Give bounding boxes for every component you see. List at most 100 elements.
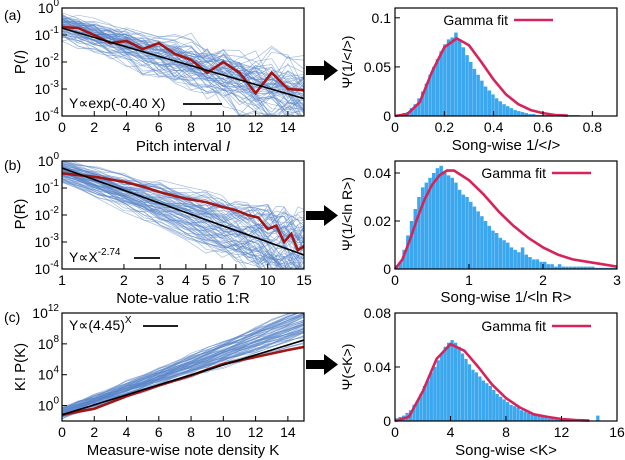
histogram-bar bbox=[440, 353, 444, 421]
histogram-bar bbox=[432, 173, 436, 269]
x-tick-label: 3 bbox=[156, 272, 164, 288]
x-tick-label: 12 bbox=[248, 119, 264, 135]
y-tick-label: 0 bbox=[383, 108, 391, 124]
bundle-line bbox=[62, 171, 304, 236]
axes-frame-ra bbox=[394, 7, 618, 117]
histogram-bar bbox=[474, 372, 479, 421]
x-axis-label-c: Measure-wise note density K bbox=[87, 442, 280, 459]
histogram-c bbox=[394, 340, 600, 423]
bundle-line bbox=[62, 21, 297, 116]
x-ticks-ra: 0 0.2 0.4 0.6 0.8 bbox=[391, 111, 602, 135]
histogram-bar bbox=[576, 266, 580, 269]
y-ticks-rb: 0 0.02 0.04 bbox=[364, 165, 400, 277]
histogram-bar bbox=[547, 418, 551, 421]
x-axis-label-b: Note-value ratio 1:R bbox=[116, 290, 250, 307]
bundle-line bbox=[62, 36, 272, 116]
histogram-bar bbox=[516, 407, 520, 421]
y-tick-label: 10-2 bbox=[35, 205, 60, 223]
x-tick-label: 0 bbox=[391, 272, 399, 288]
x-tick-label: 4 bbox=[182, 272, 190, 288]
y-tick-label: 100 bbox=[38, 396, 60, 414]
histogram-bar bbox=[429, 372, 433, 421]
panel-b-right: 0 1 2 3 0 0.02 0.04 Song-wise 1/<ln R> Ψ(1/<l… bbox=[339, 160, 621, 306]
histogram-b bbox=[393, 165, 618, 270]
histogram-bar bbox=[461, 194, 466, 269]
bundle-line bbox=[62, 22, 304, 81]
histogram-bar bbox=[476, 211, 480, 269]
panel-label-a: (a) bbox=[4, 7, 21, 23]
histogram-bar bbox=[487, 90, 491, 116]
bundle-line bbox=[62, 175, 287, 269]
bundle-line bbox=[62, 180, 304, 269]
histogram-bar bbox=[413, 104, 417, 116]
histogram-bar bbox=[481, 380, 485, 421]
histogram-bar bbox=[483, 86, 488, 116]
bundle-line bbox=[62, 167, 304, 224]
x-tick-label: 14 bbox=[280, 424, 296, 440]
histogram-bar bbox=[465, 197, 469, 269]
axes-frame-rb bbox=[394, 160, 618, 270]
bundle-line bbox=[62, 165, 284, 269]
bundle-line bbox=[62, 20, 304, 105]
bundle-line bbox=[62, 17, 304, 83]
y-ticks-rc: 0 0.04 0.08 bbox=[364, 305, 400, 429]
y-axis-label-c: K! P(K) bbox=[12, 343, 29, 391]
histogram-bar bbox=[426, 380, 430, 421]
histogram-bar bbox=[528, 257, 532, 269]
x-tick-label: 12 bbox=[554, 424, 570, 440]
fit-annotation-c: Y∝(4.45)X bbox=[69, 315, 132, 333]
histogram-bar bbox=[415, 400, 420, 421]
histogram-bar bbox=[540, 416, 544, 421]
histogram-bar bbox=[435, 168, 440, 269]
histogram-bar bbox=[502, 240, 506, 269]
histogram-bar bbox=[460, 353, 465, 421]
x-tick-label: 2 bbox=[90, 424, 98, 440]
histogram-bar bbox=[485, 383, 489, 421]
bundle-line bbox=[62, 313, 291, 409]
y-tick-label: 0.04 bbox=[364, 165, 391, 181]
panel-b-left: (b) 1 2 3 4 5 6 7 10 15 10-4 10-3 10-2 10-1 100 Note… bbox=[4, 151, 312, 307]
x-tick-label: 15 bbox=[296, 272, 312, 288]
x-tick-label: 6 bbox=[155, 424, 163, 440]
panel-label-c: (c) bbox=[4, 309, 20, 325]
x-tick-label: 0 bbox=[58, 119, 66, 135]
histogram-bar bbox=[409, 221, 414, 269]
histogram-bar bbox=[498, 237, 503, 269]
x-tick-label: 0 bbox=[391, 424, 399, 440]
x-tick-label: 16 bbox=[609, 424, 625, 440]
axes-frame-c bbox=[61, 312, 305, 422]
x-tick-label: 14 bbox=[280, 119, 296, 135]
histogram-bar bbox=[422, 385, 427, 421]
histogram-bar bbox=[469, 201, 473, 269]
y-tick-label: 0 bbox=[383, 261, 391, 277]
histogram-bar bbox=[478, 376, 482, 421]
x-tick-label: 8 bbox=[187, 424, 195, 440]
bundle-line bbox=[62, 313, 304, 417]
x-ticks-c: 0 2 4 6 8 10 12 14 bbox=[58, 416, 296, 440]
histogram-bar bbox=[543, 261, 547, 269]
y-axis-label-b: P(R) bbox=[12, 199, 29, 230]
y-tick-label: 108 bbox=[38, 334, 60, 352]
histogram-bar bbox=[428, 177, 432, 269]
histogram-bar bbox=[513, 249, 517, 269]
bundle-line bbox=[62, 18, 304, 69]
bundle-line bbox=[62, 168, 304, 255]
bundle-line bbox=[62, 319, 304, 418]
histogram-bar bbox=[457, 346, 461, 421]
histogram-bar bbox=[520, 112, 525, 116]
x-tick-label: 3 bbox=[613, 272, 621, 288]
histogram-bar bbox=[457, 39, 462, 116]
x-ticks-rb: 0 1 2 3 bbox=[391, 264, 621, 288]
histogram-bar bbox=[472, 206, 477, 269]
x-tick-label: 4 bbox=[123, 119, 131, 135]
x-tick-label: 0.4 bbox=[484, 119, 504, 135]
histogram-bar bbox=[495, 394, 499, 421]
histogram-bar bbox=[447, 342, 451, 421]
y-ticks-b: 10-4 10-3 10-2 10-1 100 bbox=[35, 151, 67, 277]
histogram-bar bbox=[428, 74, 432, 116]
highlight-line bbox=[62, 172, 304, 253]
y-tick-label: 10-1 bbox=[35, 178, 60, 196]
x-tick-label: 0.6 bbox=[533, 119, 553, 135]
histogram-bar bbox=[412, 404, 416, 421]
